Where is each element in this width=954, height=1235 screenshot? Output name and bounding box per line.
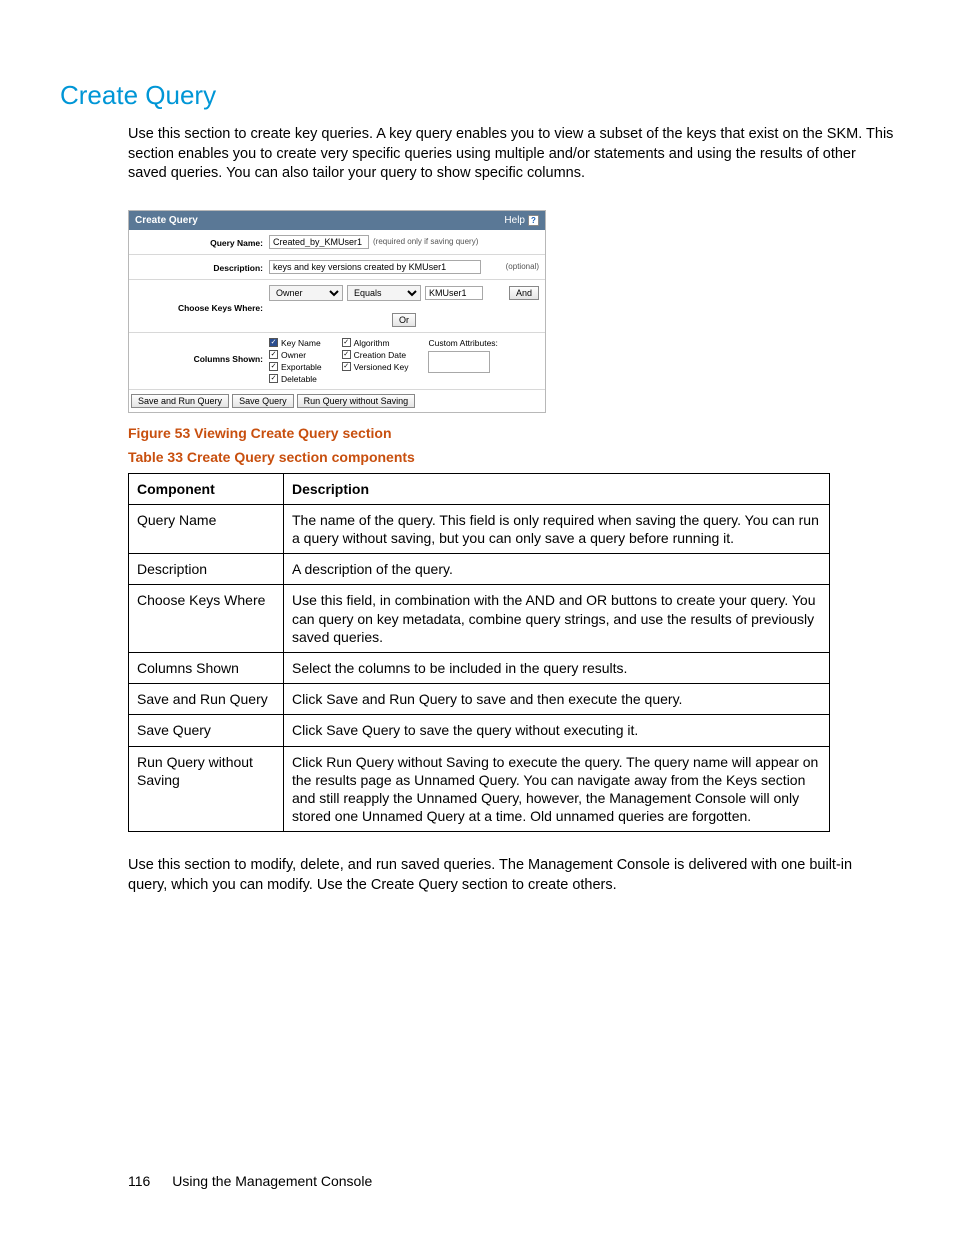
custom-attributes: Custom Attributes: — [428, 338, 497, 373]
col-group-1: ✓Key Name ✓Owner ✓Exportable ✓Deletable — [269, 338, 322, 384]
or-button[interactable]: Or — [392, 313, 416, 327]
intro-paragraph: Use this section to create key queries. … — [128, 125, 894, 184]
and-button[interactable]: And — [509, 286, 539, 300]
custom-attr-box[interactable] — [428, 351, 490, 373]
chk-owner[interactable]: ✓Owner — [269, 350, 322, 360]
help-text: Help — [504, 215, 525, 226]
choose-keys-row: Choose Keys Where: Owner Equals And Or — [129, 280, 545, 333]
save-button[interactable]: Save Query — [232, 394, 294, 408]
td-component: Choose Keys Where — [129, 585, 284, 653]
td-description: The name of the query. This field is onl… — [284, 504, 830, 553]
components-table: Component Description Query NameThe name… — [128, 473, 830, 833]
td-description: Click Save Query to save the query witho… — [284, 715, 830, 746]
page-title: Create Query — [60, 80, 894, 111]
panel-title: Create Query — [135, 215, 198, 226]
table-row: Save QueryClick Save Query to save the q… — [129, 715, 830, 746]
query-name-row: Query Name: (required only if saving que… — [129, 230, 545, 255]
table-row: Query NameThe name of the query. This fi… — [129, 504, 830, 553]
td-component: Query Name — [129, 504, 284, 553]
figure-caption: Figure 53 Viewing Create Query section — [128, 425, 894, 441]
table-row: Choose Keys WhereUse this field, in comb… — [129, 585, 830, 653]
run-no-save-button[interactable]: Run Query without Saving — [297, 394, 416, 408]
td-description: Click Run Query without Saving to execut… — [284, 746, 830, 832]
chk-algorithm[interactable]: ✓Algorithm — [342, 338, 409, 348]
th-component: Component — [129, 473, 284, 504]
choose-keys-label: Choose Keys Where: — [135, 285, 263, 313]
table-row: Save and Run QueryClick Save and Run Que… — [129, 684, 830, 715]
where-field-select[interactable]: Owner — [269, 285, 343, 301]
page-number: 116 — [128, 1173, 150, 1189]
columns-shown-row: Columns Shown: ✓Key Name ✓Owner ✓Exporta… — [129, 333, 545, 390]
create-query-panel: Create Query Help ? Query Name: (require… — [128, 210, 546, 413]
save-run-button[interactable]: Save and Run Query — [131, 394, 229, 408]
td-description: Click Save and Run Query to save and the… — [284, 684, 830, 715]
table-row: Columns ShownSelect the columns to be in… — [129, 653, 830, 684]
chk-key-name[interactable]: ✓Key Name — [269, 338, 322, 348]
page-footer: 116 Using the Management Console — [128, 1173, 372, 1189]
query-name-label: Query Name: — [135, 235, 263, 248]
where-value-input[interactable] — [425, 286, 483, 300]
td-component: Save Query — [129, 715, 284, 746]
custom-attr-label: Custom Attributes: — [428, 338, 497, 348]
td-component: Run Query without Saving — [129, 746, 284, 832]
td-description: A description of the query. — [284, 554, 830, 585]
table-caption: Table 33 Create Query section components — [128, 449, 894, 465]
table-row: Run Query without SavingClick Run Query … — [129, 746, 830, 832]
td-component: Save and Run Query — [129, 684, 284, 715]
chk-versioned-key[interactable]: ✓Versioned Key — [342, 362, 409, 372]
description-row: Description: (optional) — [129, 255, 545, 280]
description-input[interactable] — [269, 260, 481, 274]
panel-header: Create Query Help ? — [129, 211, 545, 230]
td-component: Description — [129, 554, 284, 585]
columns-shown-label: Columns Shown: — [135, 338, 263, 364]
where-op-select[interactable]: Equals — [347, 285, 421, 301]
panel-footer: Save and Run Query Save Query Run Query … — [129, 390, 545, 412]
help-icon: ? — [528, 215, 539, 226]
td-description: Use this field, in combination with the … — [284, 585, 830, 653]
description-label: Description: — [135, 260, 263, 273]
table-row: DescriptionA description of the query. — [129, 554, 830, 585]
th-description: Description — [284, 473, 830, 504]
chk-creation-date[interactable]: ✓Creation Date — [342, 350, 409, 360]
footer-text: Using the Management Console — [172, 1173, 372, 1189]
query-name-input[interactable] — [269, 235, 369, 249]
query-name-hint: (required only if saving query) — [373, 237, 478, 246]
col-group-2: ✓Algorithm ✓Creation Date ✓Versioned Key — [342, 338, 409, 372]
chk-exportable[interactable]: ✓Exportable — [269, 362, 322, 372]
description-hint: (optional) — [506, 262, 539, 271]
td-description: Select the columns to be included in the… — [284, 653, 830, 684]
closing-paragraph: Use this section to modify, delete, and … — [128, 856, 894, 895]
help-link[interactable]: Help ? — [504, 215, 539, 226]
chk-deletable[interactable]: ✓Deletable — [269, 374, 322, 384]
table-header-row: Component Description — [129, 473, 830, 504]
td-component: Columns Shown — [129, 653, 284, 684]
